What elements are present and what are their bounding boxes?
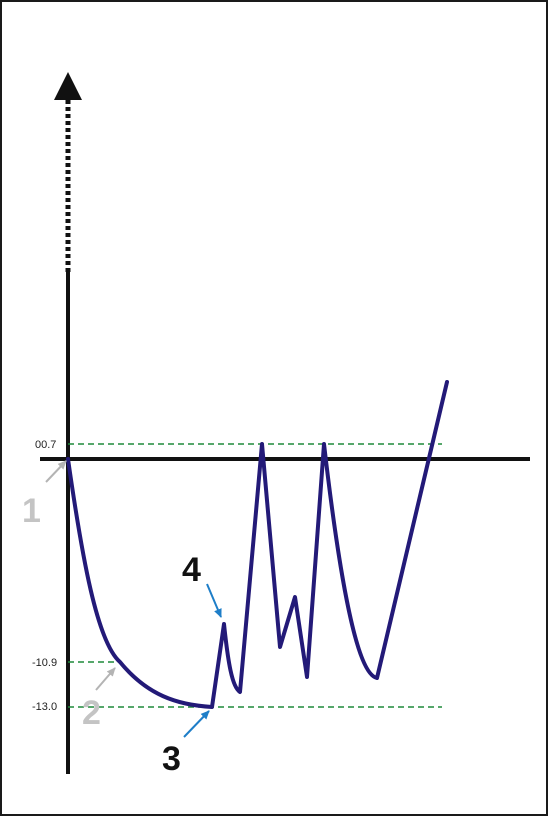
y-axis-arrowhead <box>54 72 82 100</box>
y-level-label-minus-10.9: -10.9 <box>32 657 57 669</box>
marker-4-arrow <box>206 583 222 618</box>
marker-2-arrow <box>95 667 116 691</box>
marker-3-arrow <box>183 710 210 738</box>
marker-1-label: 1 <box>22 492 41 530</box>
pressure-curve <box>66 380 449 709</box>
marker-1-arrow <box>45 460 67 483</box>
y-level-label-00.7: 00.7 <box>35 439 56 451</box>
marker-3-label: 3 <box>162 740 181 778</box>
marker-4-label: 4 <box>182 551 201 589</box>
y-level-label-minus-13.0: -13.0 <box>32 701 57 713</box>
marker-2-label: 2 <box>82 694 101 732</box>
